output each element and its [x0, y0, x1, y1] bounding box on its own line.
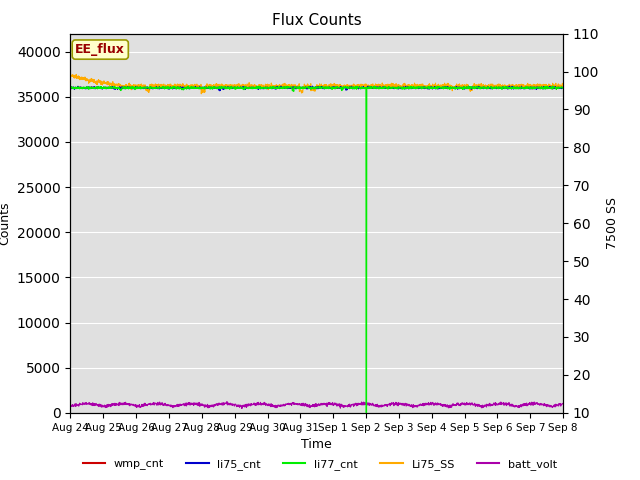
Title: Flux Counts: Flux Counts [272, 13, 362, 28]
Y-axis label: 7500 SS: 7500 SS [606, 197, 620, 249]
X-axis label: Time: Time [301, 438, 332, 451]
Y-axis label: Counts: Counts [0, 202, 12, 245]
Text: EE_flux: EE_flux [76, 43, 125, 56]
Legend: wmp_cnt, li75_cnt, li77_cnt, Li75_SS, batt_volt: wmp_cnt, li75_cnt, li77_cnt, Li75_SS, ba… [78, 455, 562, 474]
